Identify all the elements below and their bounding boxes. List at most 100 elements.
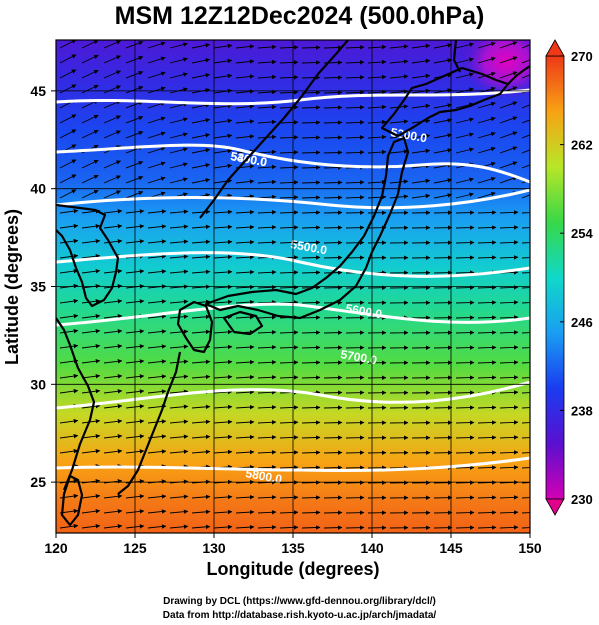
wind-vector	[279, 525, 299, 530]
wind-vector	[81, 298, 101, 304]
wind-vector	[213, 419, 233, 425]
wind-vector	[81, 159, 99, 169]
wind-vector	[323, 105, 343, 110]
wind-vector	[345, 150, 365, 155]
wind-vector	[411, 43, 431, 49]
colorbar-tick-label: 270	[571, 49, 593, 64]
wind-vector	[367, 89, 387, 95]
wind-vector	[81, 358, 101, 364]
wind-vector	[279, 330, 299, 335]
colorbar-tick-label: 230	[571, 492, 593, 507]
wind-vector	[103, 374, 123, 379]
wind-vector	[59, 159, 77, 169]
wind-vector	[103, 224, 123, 229]
wind-vector	[213, 434, 233, 440]
wind-vector	[323, 285, 343, 290]
colorbar-tick-label: 262	[571, 138, 593, 153]
wind-vector	[103, 494, 123, 499]
wind-vector	[257, 194, 277, 200]
wind-vector	[477, 375, 497, 380]
wind-vector	[499, 525, 519, 530]
wind-vector	[147, 146, 166, 154]
wind-vector	[455, 375, 475, 380]
wind-vector	[81, 114, 99, 124]
wind-vector	[103, 269, 123, 274]
wind-vector	[499, 450, 519, 455]
chart-title: MSM 12Z12Dec2024 (500.0hPa)	[114, 2, 485, 30]
wind-vector	[235, 314, 255, 320]
wind-vector	[191, 103, 211, 109]
wind-vector	[125, 190, 144, 199]
wind-vector	[191, 269, 211, 275]
wind-vector	[301, 450, 321, 455]
wind-vector	[257, 525, 277, 530]
wind-vector	[323, 75, 343, 80]
wind-vector	[235, 524, 255, 530]
wind-vector	[323, 345, 343, 350]
wind-vector	[323, 135, 343, 140]
wind-vector	[477, 435, 497, 440]
wind-vector	[345, 105, 365, 110]
wind-vector	[433, 133, 453, 139]
wind-vector	[455, 345, 475, 350]
wind-vector	[191, 163, 211, 169]
x-tick-label: 135	[281, 540, 305, 556]
wind-vector	[169, 254, 189, 259]
wind-vector	[147, 254, 167, 259]
wind-vector	[323, 255, 343, 260]
wind-vector	[257, 104, 277, 110]
wind-vector	[81, 343, 101, 349]
wind-vector	[169, 72, 188, 79]
wind-vector	[279, 165, 299, 170]
wind-vector	[103, 449, 123, 454]
wind-vector	[213, 209, 233, 215]
wind-vector	[235, 494, 255, 500]
wind-vector	[411, 103, 431, 109]
grid-lines	[56, 40, 530, 533]
wind-vector	[213, 269, 233, 275]
wind-vector	[521, 257, 530, 259]
x-axis-label: Longitude (degrees)	[206, 559, 379, 579]
wind-vector	[191, 118, 211, 124]
wind-vector	[301, 345, 321, 350]
wind-vector	[125, 130, 144, 139]
wind-vector	[301, 375, 321, 380]
wind-vector	[499, 131, 518, 139]
wind-vector	[125, 175, 144, 184]
wind-vector	[59, 433, 79, 439]
wind-vector	[213, 73, 233, 79]
wind-vector	[345, 180, 365, 185]
wind-vector	[279, 510, 299, 515]
wind-vector	[279, 90, 299, 95]
wind-vector	[147, 86, 166, 94]
wind-vector	[433, 43, 453, 49]
wind-vector	[213, 178, 233, 184]
wind-vector	[279, 420, 299, 425]
coast-kurils	[507, 65, 530, 85]
wind-vector	[147, 299, 167, 304]
x-axis: 120 125 130 135 140 145 150	[44, 533, 542, 556]
wind-vector	[279, 360, 299, 365]
wind-vector	[103, 389, 123, 394]
wind-vector	[213, 524, 233, 530]
wind-vector	[389, 179, 409, 184]
wind-vector	[521, 242, 530, 244]
wind-vector	[103, 130, 121, 139]
wind-vector	[499, 405, 519, 410]
wind-vector	[235, 59, 255, 64]
wind-vector	[499, 210, 519, 215]
wind-vector	[59, 174, 77, 184]
wind-vector	[235, 509, 255, 515]
wind-vector	[367, 149, 387, 155]
wind-vector	[257, 119, 277, 125]
wind-vector	[499, 146, 518, 154]
wind-vector	[235, 404, 255, 410]
wind-vector	[147, 116, 166, 124]
wind-vector	[477, 510, 497, 515]
wind-vector	[191, 404, 211, 410]
wind-vector	[279, 270, 299, 275]
wind-vector	[477, 101, 496, 109]
wind-vector	[147, 329, 167, 334]
wind-vector	[59, 129, 77, 139]
wind-vector	[191, 329, 211, 335]
